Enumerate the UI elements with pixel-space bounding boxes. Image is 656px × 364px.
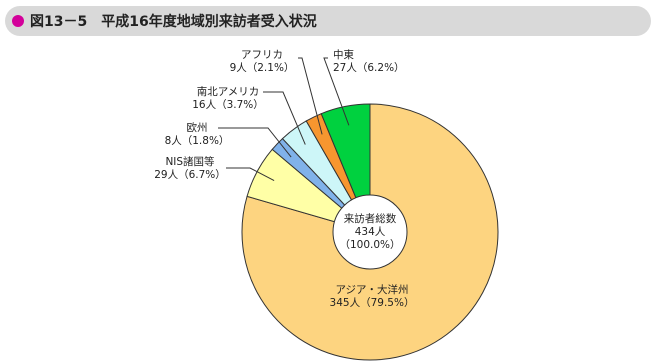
header-bar [5, 6, 651, 36]
slice-value: 9人（2.1%） [230, 62, 295, 74]
center-value: 434人 [355, 226, 386, 238]
center-hole [332, 194, 408, 270]
pie-slice [241, 103, 499, 361]
leader-line [226, 167, 275, 182]
leader-line [263, 91, 306, 145]
value-label: 16人 [192, 99, 216, 111]
slice-value: 8人（1.8%） [165, 135, 230, 147]
slice-label: アフリカ [241, 49, 283, 61]
center-title: 来訪者総数 [344, 212, 397, 225]
slice-value: 29人（6.7%） [154, 169, 226, 181]
slice-label: 中東 [333, 48, 354, 61]
value-label: 8人 [165, 135, 183, 147]
value-label: 27人 [333, 62, 357, 74]
percent-label: （3.7%） [216, 99, 264, 111]
value-label: 345人 [330, 297, 361, 309]
percent-label: （2.1%） [247, 62, 295, 74]
percent-label: （79.5%） [360, 297, 414, 309]
slice-value: 16人（3.7%） [192, 99, 264, 111]
leader-line [218, 127, 292, 158]
leader-line [298, 57, 323, 135]
percent-label: （6.2%） [357, 62, 405, 74]
slice-value: 27人（6.2%） [333, 62, 405, 74]
slice-label: アジア・大洋州 [335, 283, 408, 296]
percent-label: （1.8%） [182, 135, 230, 147]
chart-title: 図13－5 平成16年度地域別来訪者受入状況 [30, 13, 317, 30]
center-percent: （100.0%） [339, 239, 400, 251]
slice-label: 南北アメリカ [197, 85, 259, 98]
percent-label: （6.7%） [178, 169, 226, 181]
slice-label: 欧州 [187, 122, 208, 134]
slice-label: NIS諸国等 [165, 155, 215, 168]
leader-line [323, 57, 350, 126]
header-dot [12, 15, 24, 27]
slice-value: 345人（79.5%） [330, 297, 415, 309]
value-label: 29人 [154, 169, 178, 181]
value-label: 9人 [230, 62, 248, 74]
